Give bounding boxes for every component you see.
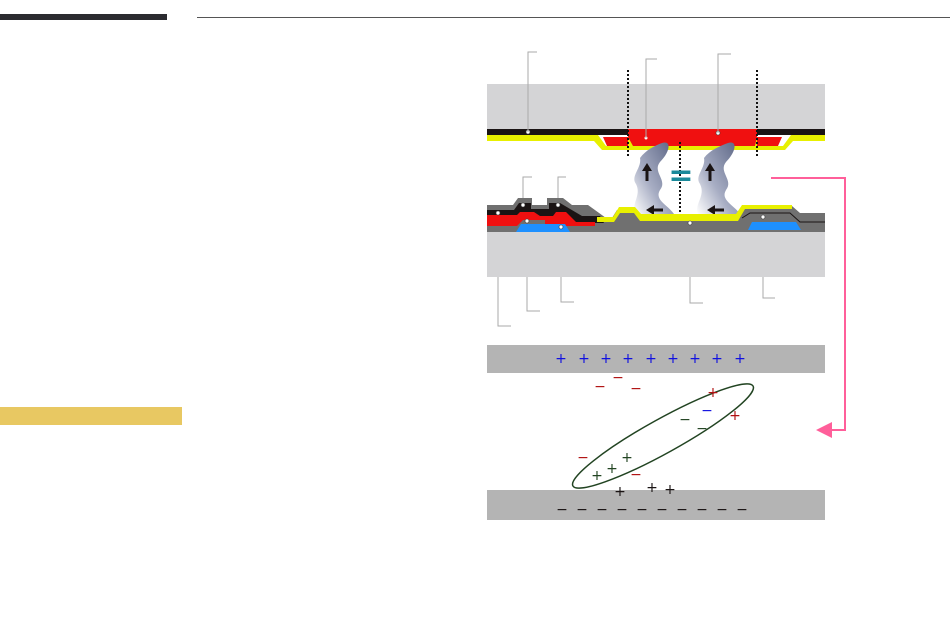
positive-charge: +	[711, 351, 723, 367]
positive-charge: +	[645, 351, 657, 367]
negative-charge: −	[701, 403, 713, 419]
negative-charge: −	[576, 502, 588, 518]
equal-sign: =	[668, 159, 693, 194]
negative-charge: −	[716, 502, 728, 518]
positive-charge: +	[707, 385, 719, 401]
negative-charge: −	[612, 370, 624, 386]
negative-charge: −	[656, 502, 668, 518]
negative-charge: −	[596, 502, 608, 518]
top-electrode-plate	[487, 345, 825, 373]
positive-charge: +	[734, 351, 746, 367]
top-glass-substrate	[487, 84, 825, 150]
positive-charge: +	[621, 450, 633, 466]
negative-charge: −	[696, 502, 708, 518]
positive-charge: +	[646, 480, 658, 496]
bottom-electrode-plate	[487, 490, 825, 520]
negative-charge: −	[556, 502, 568, 518]
pointer-arrow	[771, 177, 846, 438]
negative-charge: −	[696, 421, 708, 437]
positive-charge: +	[606, 461, 618, 477]
sidebar-highlight-bar	[0, 407, 182, 425]
negative-charge: −	[736, 502, 748, 518]
negative-charge: −	[676, 502, 688, 518]
positive-charge: +	[591, 468, 603, 484]
positive-charge: +	[555, 351, 567, 367]
positive-charge: +	[622, 351, 634, 367]
positive-charge: +	[667, 351, 679, 367]
sidebar-header-bar	[0, 14, 167, 20]
negative-charge: −	[636, 502, 648, 518]
bottom-glass-substrate	[487, 198, 825, 277]
negative-charge: −	[577, 450, 589, 466]
positive-charge: +	[614, 484, 626, 500]
positive-charge: +	[729, 408, 741, 424]
positive-charge: +	[689, 351, 701, 367]
negative-charge: −	[616, 502, 628, 518]
positive-charge: +	[578, 351, 590, 367]
positive-charge: +	[664, 482, 676, 498]
page-header-rule	[197, 17, 950, 18]
negative-charge: −	[594, 379, 606, 395]
pixel-boundary-lines	[627, 70, 758, 215]
negative-charge: −	[630, 381, 642, 397]
negative-charge: −	[679, 412, 691, 428]
liquid-crystal-molecule	[571, 383, 755, 489]
liquid-crystal-flow: =	[634, 142, 740, 215]
positive-charge: +	[600, 351, 612, 367]
negative-charge: −	[630, 467, 642, 483]
charges: + + + + + + + + +− − − − − − − − − −−−− ++−−−−+ ++−+ + +	[555, 351, 748, 518]
